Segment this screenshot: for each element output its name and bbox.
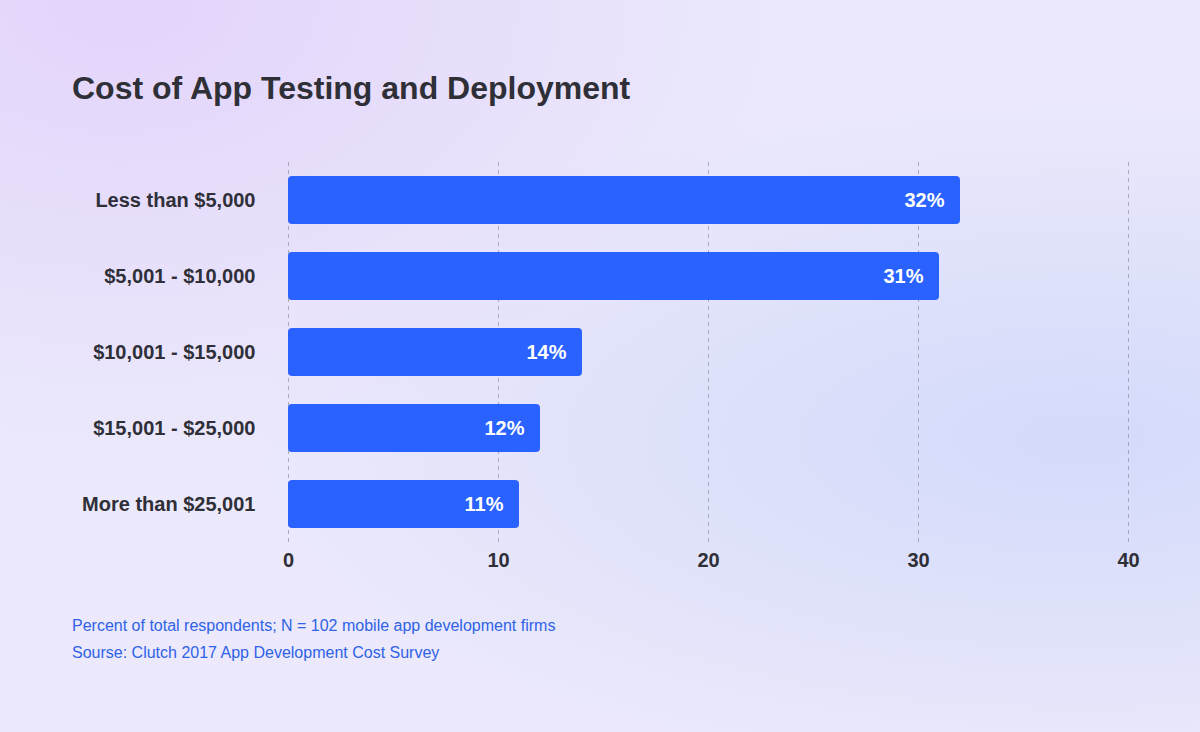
svg-text:31%: 31% bbox=[883, 265, 923, 287]
svg-text:14%: 14% bbox=[526, 341, 566, 363]
svg-text:Less than $5,000: Less than $5,000 bbox=[95, 189, 255, 211]
svg-text:$15,001 - $25,000: $15,001 - $25,000 bbox=[93, 417, 255, 439]
svg-text:10: 10 bbox=[487, 549, 509, 571]
svg-text:$5,001 - $10,000: $5,001 - $10,000 bbox=[104, 265, 255, 287]
svg-text:$10,001 - $15,000: $10,001 - $15,000 bbox=[93, 341, 255, 363]
svg-text:30: 30 bbox=[907, 549, 929, 571]
svg-text:More than $25,001: More than $25,001 bbox=[82, 493, 255, 515]
svg-text:40: 40 bbox=[1117, 549, 1139, 571]
html-text:Sourse: Clutch 2017 App Develo: Sourse: Clutch 2017 App Development Cost… bbox=[72, 644, 440, 661]
svg-text:12%: 12% bbox=[484, 417, 524, 439]
svg-text:11%: 11% bbox=[465, 493, 504, 515]
html-text:Percent of total respondents;: Percent of total respondents; N = 102 mo… bbox=[72, 617, 556, 634]
svg-text:32%: 32% bbox=[904, 189, 944, 211]
svg-text:20: 20 bbox=[697, 549, 719, 571]
svg-text:0: 0 bbox=[283, 549, 294, 571]
html-text:Cost of App Testing and Deploy: Cost of App Testing and Deployment bbox=[72, 70, 631, 106]
